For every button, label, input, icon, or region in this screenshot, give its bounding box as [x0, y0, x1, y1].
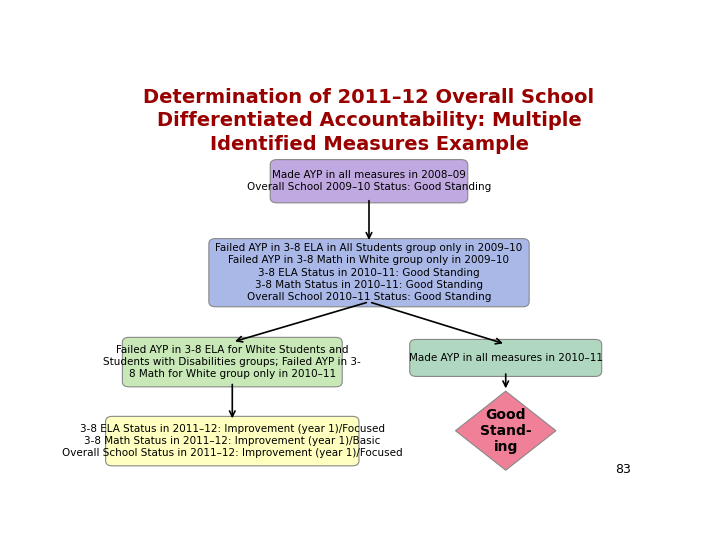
FancyBboxPatch shape: [122, 338, 342, 387]
Text: Failed AYP in 3-8 ELA for White Students and
Students with Disabilities groups; : Failed AYP in 3-8 ELA for White Students…: [104, 345, 361, 380]
Text: 83: 83: [616, 463, 631, 476]
Text: Determination of 2011–12 Overall School
Differentiated Accountability: Multiple
: Determination of 2011–12 Overall School …: [143, 87, 595, 154]
Text: Good
Stand-
ing: Good Stand- ing: [480, 408, 531, 454]
FancyBboxPatch shape: [209, 239, 529, 307]
Polygon shape: [456, 391, 556, 470]
FancyBboxPatch shape: [270, 160, 468, 203]
FancyBboxPatch shape: [410, 340, 602, 376]
Text: Failed AYP in 3-8 ELA in All Students group only in 2009–10
Failed AYP in 3-8 Ma: Failed AYP in 3-8 ELA in All Students gr…: [215, 243, 523, 302]
FancyBboxPatch shape: [106, 416, 359, 466]
Text: 3-8 ELA Status in 2011–12: Improvement (year 1)/Focused
3-8 Math Status in 2011–: 3-8 ELA Status in 2011–12: Improvement (…: [62, 424, 402, 458]
Text: Made AYP in all measures in 2010–11: Made AYP in all measures in 2010–11: [409, 353, 603, 363]
Text: Made AYP in all measures in 2008–09
Overall School 2009–10 Status: Good Standing: Made AYP in all measures in 2008–09 Over…: [247, 170, 491, 192]
